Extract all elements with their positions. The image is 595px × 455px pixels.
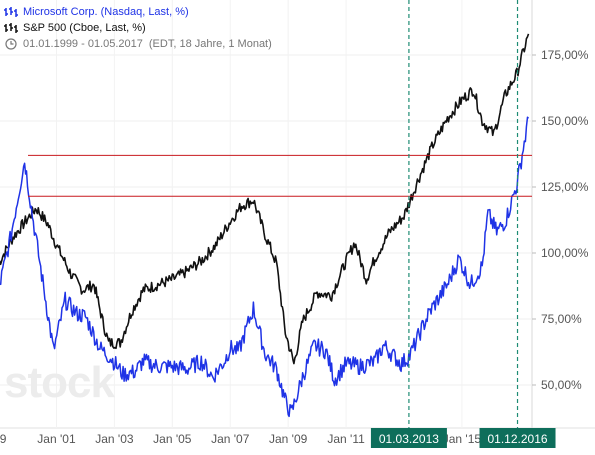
ohlc-series-icon [4, 7, 18, 17]
date-marker-badge [370, 428, 447, 448]
series-line-microsoft [0, 116, 530, 418]
legend-range: 01.01.1999 - 01.05.2017 [23, 38, 143, 50]
legend-item-range[interactable]: 01.01.1999 - 01.05.2017 (EDT, 18 Jahre, … [4, 36, 272, 52]
date-marker-badge [479, 428, 556, 448]
date-marker-label: 01.03.2013 [379, 432, 439, 446]
x-tick-label: Jan '07 [211, 432, 250, 446]
legend-item-sp500[interactable]: S&P 500 (Cboe, Last, %) [4, 20, 272, 36]
y-tick-label: 100,00% [541, 246, 589, 260]
x-tick-label: Jan '09 [269, 432, 308, 446]
x-tick-label: Jan '11 [327, 432, 365, 446]
x-tick-label: Jan '01 [37, 432, 76, 446]
date-marker-label: 01.12.2016 [487, 432, 547, 446]
legend-label-sp500: S&P 500 (Cboe, Last, %) [23, 22, 146, 34]
series-line-sp500 [0, 33, 530, 365]
y-tick-label: 50,00% [541, 378, 582, 392]
x-tick-label: '99 [0, 432, 7, 446]
legend-range-note: (EDT, 18 Jahre, 1 Monat) [148, 38, 272, 50]
legend: Microsoft Corp. (Nasdaq, Last, %) S&P 50… [4, 4, 272, 52]
legend-item-microsoft[interactable]: Microsoft Corp. (Nasdaq, Last, %) [4, 4, 272, 20]
y-tick-label: 175,00% [541, 48, 589, 62]
ohlc-series-icon [4, 23, 18, 33]
x-tick-label: Jan '03 [95, 432, 134, 446]
legend-label-microsoft: Microsoft Corp. (Nasdaq, Last, %) [23, 6, 189, 18]
x-tick-label: Jan '15 [443, 432, 482, 446]
watermark-logo: stock [4, 358, 115, 407]
clock-icon [5, 38, 17, 50]
y-tick-label: 150,00% [541, 114, 589, 128]
y-tick-label: 75,00% [541, 312, 582, 326]
y-tick-label: 125,00% [541, 180, 589, 194]
x-tick-label: Jan '05 [153, 432, 192, 446]
